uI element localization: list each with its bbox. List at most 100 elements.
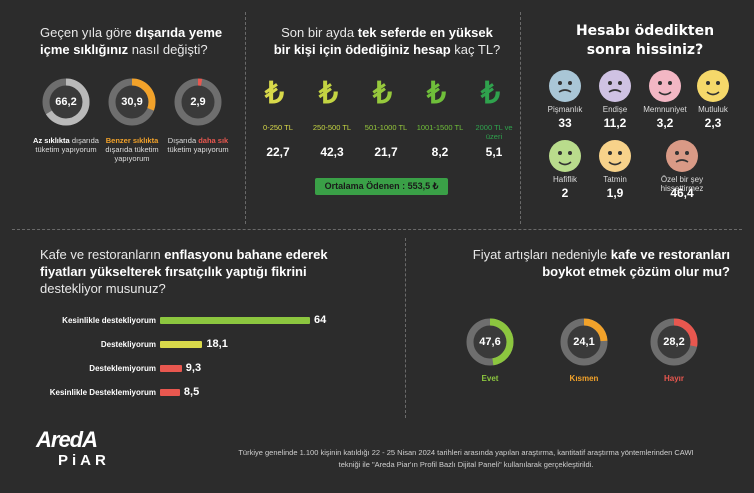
lira-icon: ₺ <box>265 77 285 110</box>
donut-value: 66,2 <box>55 96 77 108</box>
donut-value: 24,1 <box>573 336 595 348</box>
q4-title: Kafe ve restoranların enflasyonu bahane … <box>40 247 328 296</box>
satisfied-face-icon <box>649 70 681 102</box>
donut-value: 47,6 <box>479 336 501 348</box>
content-face-icon <box>608 151 622 166</box>
satisfied-face-icon <box>658 81 672 96</box>
feeling-value: 11,2 <box>603 116 627 130</box>
worried-face-icon <box>608 81 622 93</box>
payment-range: 501-1000 TL <box>364 123 408 132</box>
caption-text: Dışarıda <box>167 136 199 145</box>
logo-text: AredA <box>36 427 98 452</box>
sad-face-icon <box>558 81 572 93</box>
relieved-face-icon <box>558 151 572 166</box>
bar-label: Destekliyorum <box>100 340 156 349</box>
payment-range: 250-500 TL <box>312 123 352 132</box>
donut-caption: Az sıklıkta dışarıda tüketim yapıyorum <box>26 136 106 154</box>
lira-icon: ₺ <box>373 77 393 110</box>
bar-value: 64 <box>314 314 327 326</box>
donut-caption: Kısmen <box>569 374 599 383</box>
payment-value: 42,3 <box>320 145 344 159</box>
feeling-value: 1,9 <box>606 186 624 200</box>
donut-chart: 47,6 <box>466 318 514 366</box>
payment-range: 2000 TL ve üzeri <box>475 123 513 141</box>
caption-text: tüketim yapıyorum <box>167 145 229 154</box>
neutral-face-icon <box>666 140 698 172</box>
caption-text: dışarıda tüketim yapıyorum <box>105 145 159 163</box>
happy-face-icon <box>697 70 729 102</box>
relieved-face-icon <box>549 140 581 172</box>
divider <box>520 12 521 224</box>
feeling-label: Hafiflik <box>552 175 577 184</box>
donut-ring <box>560 318 608 366</box>
divider <box>245 12 246 224</box>
q1-title: Geçen yıla göre dışarıda yeme içme sıklı… <box>40 25 223 57</box>
lira-icon: ₺ <box>427 77 447 110</box>
feeling-label: Memnuniyet <box>643 105 687 114</box>
payment-value: 22,7 <box>266 145 290 159</box>
donut-value: 2,9 <box>190 96 206 108</box>
footnote-line: Türkiye genelinde 1.100 kişinin katıldığ… <box>238 448 694 457</box>
donut-ring <box>466 318 514 366</box>
payment-value: 5,1 <box>485 145 503 159</box>
feeling-value: 3,2 <box>656 116 674 130</box>
logo-subtext: PiAR <box>58 452 110 469</box>
caption-bold: Az sıklıkta <box>33 136 70 145</box>
bar-value: 9,3 <box>185 362 202 374</box>
feeling-label: Mutluluk <box>698 105 728 114</box>
logo: AredA PiAR <box>36 428 136 470</box>
lira-icon: ₺ <box>319 77 339 110</box>
donut-caption: Evet <box>481 374 499 383</box>
donut-value: 30,9 <box>121 96 143 108</box>
bar-value: 18,1 <box>206 338 228 350</box>
content-face-icon <box>599 140 631 172</box>
donut-ring <box>42 78 90 126</box>
donut-chart: 30,9 <box>108 78 156 126</box>
divider <box>12 229 742 230</box>
bar-label: Kesinlikle destekliyorum <box>62 316 156 325</box>
donut-caption: Hayır <box>663 374 684 383</box>
donut-caption: Benzer sıklıkta dışarıda tüketim yapıyor… <box>92 136 172 163</box>
donut-chart: 24,1 <box>560 318 608 366</box>
payment-value: 8,2 <box>431 145 449 159</box>
sad-face-icon <box>549 70 581 102</box>
caption-text: dışarıda tüketim yapıyorum <box>35 136 99 154</box>
caption-bold: daha sık <box>198 136 229 145</box>
bar-label: Desteklemiyorum <box>89 364 156 373</box>
donut-ring <box>108 78 156 126</box>
feeling-label: Özel bir şey hissettirmez <box>660 175 704 193</box>
happy-face-icon <box>706 81 720 96</box>
lira-icon: ₺ <box>481 77 501 110</box>
feeling-label: Pişmanlık <box>547 105 583 114</box>
bar <box>160 389 180 396</box>
bar-label: Kesinlikle Desteklemiyorum <box>49 388 156 397</box>
bar <box>160 365 182 372</box>
feeling-value: 2 <box>561 186 569 200</box>
bar <box>160 317 310 324</box>
payment-range: 1001-1500 TL <box>416 123 464 132</box>
donut-ring <box>174 78 222 126</box>
divider <box>405 238 406 418</box>
q3-title: Hesabı ödedikten sonra hissiniz? <box>575 23 715 58</box>
footnote: Türkiye genelinde 1.100 kişinin katıldığ… <box>196 447 736 471</box>
footnote-line: tekniği ile "Areda Piar'ın Profil Bazlı … <box>338 460 594 469</box>
donut-chart: 28,2 <box>650 318 698 366</box>
feeling-value: 33 <box>558 116 572 130</box>
payment-range: 0-250 TL <box>263 123 293 132</box>
feeling-value: 46,4 <box>670 186 694 200</box>
feeling-label: Tatmin <box>603 175 627 184</box>
donut-value: 28,2 <box>663 336 685 348</box>
caption-bold: Benzer sıklıkta <box>105 136 159 145</box>
q5-title: Fiyat artışları nedeniyle kafe ve restor… <box>472 247 730 279</box>
average-badge: Ortalama Ödenen : 553,5 ₺ <box>315 178 448 195</box>
feeling-value: 2,3 <box>704 116 722 130</box>
donut-chart: 2,9 <box>174 78 222 126</box>
feeling-label: Endişe <box>602 105 628 114</box>
donut-caption: Dışarıda daha sık tüketim yapıyorum <box>158 136 238 154</box>
neutral-face-icon <box>675 151 689 163</box>
q2-title: Son bir ayda tek seferde en yüksek bir k… <box>273 25 501 57</box>
bar <box>160 341 203 348</box>
bar-value: 8,5 <box>183 386 200 398</box>
donut-ring <box>650 318 698 366</box>
worried-face-icon <box>599 70 631 102</box>
